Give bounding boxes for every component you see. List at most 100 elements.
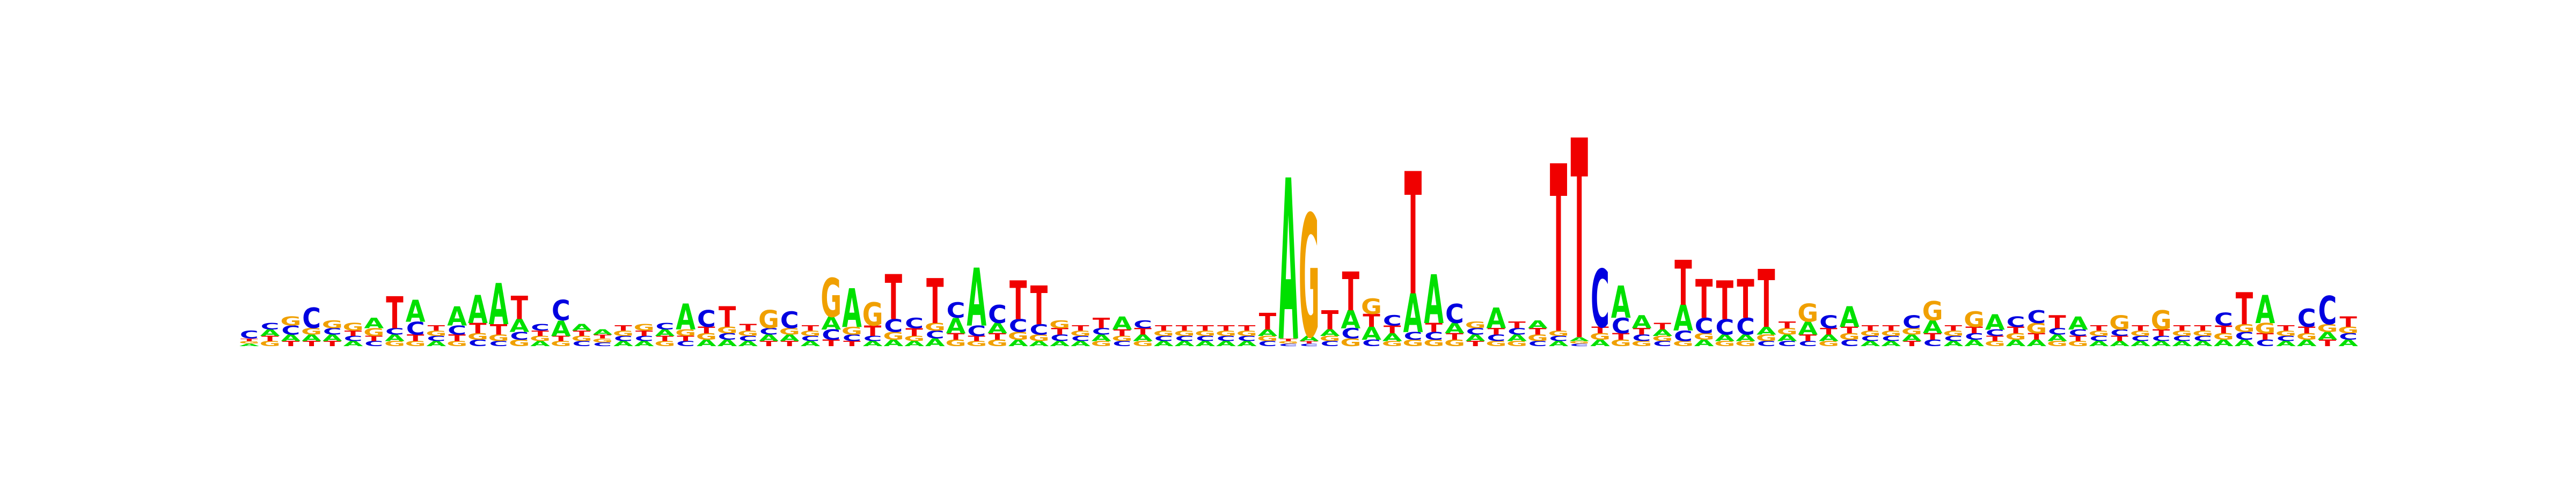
logo-letter-C: C [427, 335, 445, 343]
logo-letter-C: C [718, 332, 737, 342]
logo-letter-T: T [947, 332, 965, 342]
logo-letter-T: T [531, 330, 549, 338]
logo-letter-T: T [1488, 327, 1505, 337]
logo-letter-A: A [613, 340, 633, 348]
logo-letter-A: A [1736, 333, 1755, 343]
logo-letter-T: T [2090, 324, 2108, 332]
logo-letter-T: T [1591, 325, 1609, 335]
logo-letter-C: C [2131, 335, 2150, 343]
logo-letter-C: C [1882, 335, 1900, 343]
logo-letter-C: C [2007, 314, 2025, 331]
logo-letter-C: C [1778, 340, 1797, 348]
logo-letter-T: T [1779, 320, 1796, 331]
logo-letter-A: A [1320, 328, 1340, 338]
logo-letter-C: C [1071, 335, 1090, 343]
logo-letter-C: C [1279, 343, 1298, 347]
logo-letter-C: C [1029, 321, 1048, 338]
logo-letter-T: T [2319, 338, 2337, 348]
logo-letter-A: A [1445, 320, 1465, 337]
logo-letter-A: A [883, 338, 903, 348]
logo-letter-G: G [883, 330, 904, 342]
logo-letter-A: A [2089, 340, 2109, 348]
logo-letter-C: C [1238, 335, 1256, 343]
logo-letter-C: C [2297, 305, 2316, 333]
logo-letter-C: C [1653, 340, 1672, 348]
logo-letter-T: T [2153, 328, 2170, 338]
logo-letter-C: C [905, 315, 924, 332]
logo-letter-A: A [2172, 340, 2192, 348]
logo-letter-T: T [1300, 340, 1318, 345]
logo-letter-G: G [1423, 338, 1444, 348]
logo-letter-A: A [406, 295, 426, 330]
logo-letter-T: T [656, 335, 674, 343]
logo-letter-G: G [1652, 335, 1673, 343]
logo-letter-G: G [1070, 330, 1091, 338]
logo-letter-G: G [1922, 296, 1943, 327]
logo-letter-G: G [1506, 340, 1527, 348]
logo-letter-T: T [1882, 324, 1900, 332]
logo-letter-G: G [966, 340, 987, 348]
logo-letter-A: A [1403, 283, 1423, 345]
logo-letter-T: T [1965, 325, 1983, 335]
logo-letter-C: C [967, 323, 986, 340]
logo-letter-C: C [2048, 327, 2067, 337]
logo-letter-C: C [1591, 253, 1609, 346]
logo-letter-G: G [925, 321, 946, 333]
logo-letter-T: T [719, 301, 736, 334]
logo-letter-T: T [2048, 312, 2066, 333]
logo-letter-A: A [1382, 331, 1402, 343]
logo-letter-C: C [1861, 335, 1880, 343]
logo-letter-A: A [2235, 338, 2255, 348]
logo-letter-A: A [572, 323, 592, 333]
logo-letter-A: A [780, 333, 800, 343]
logo-letter-G: G [1818, 340, 1839, 348]
logo-letter-G: G [447, 340, 467, 348]
logo-letter-A: A [1902, 333, 1922, 343]
logo-letter-G: G [405, 340, 426, 348]
logo-letter-G: G [1091, 340, 1112, 348]
logo-letter-G: G [2338, 325, 2359, 335]
logo-letter-C: C [1009, 316, 1028, 336]
logo-letter-T: T [2277, 324, 2295, 332]
logo-letter-T: T [677, 335, 694, 343]
logo-letter-A: A [1673, 298, 1693, 339]
logo-letter-C: C [1633, 333, 1651, 343]
logo-letter-C: C [884, 316, 903, 336]
logo-letter-A: A [2193, 340, 2213, 348]
logo-letter-A: A [1964, 338, 1984, 348]
logo-letter-G: G [1694, 332, 1715, 342]
logo-letter-A: A [718, 338, 737, 348]
logo-letter-G: G [1714, 340, 1735, 348]
logo-letter-C: C [738, 335, 757, 343]
logo-letter-A: A [1299, 335, 1319, 343]
logo-letter-G: G [1985, 340, 2006, 348]
logo-letter-G: G [1278, 340, 1299, 345]
logo-letter-T: T [2298, 325, 2316, 335]
logo-letter-A: A [697, 338, 716, 348]
logo-letter-C: C [1715, 315, 1734, 340]
logo-letter-A: A [302, 333, 321, 343]
logo-letter-T: T [594, 334, 611, 340]
logo-letter-T: T [802, 324, 819, 332]
logo-letter-C: C [1674, 328, 1693, 345]
logo-letter-C: C [843, 333, 861, 343]
logo-letter-G: G [1964, 308, 1985, 332]
logo-letter-G: G [1569, 340, 1590, 345]
logo-letter-C: C [2277, 335, 2295, 343]
logo-letter-A: A [364, 315, 384, 332]
logo-letter-G: G [1216, 330, 1236, 338]
logo-letter-C: C [2027, 306, 2046, 327]
logo-letter-A: A [239, 343, 260, 347]
logo-letter-A: A [447, 302, 467, 332]
logo-letter-C: C [926, 328, 945, 341]
logo-letter-A: A [1590, 338, 1610, 348]
logo-letter-G: G [634, 323, 655, 333]
logo-letter-G: G [987, 338, 1008, 348]
logo-letter-C: C [1965, 332, 1984, 342]
logo-letter-G: G [571, 335, 592, 343]
logo-letter-T: T [1612, 332, 1630, 342]
logo-letter-G: G [779, 327, 800, 337]
logo-letter-G: G [1527, 333, 1548, 343]
logo-letter-C: C [676, 340, 695, 348]
logo-letter-A: A [1237, 340, 1257, 348]
